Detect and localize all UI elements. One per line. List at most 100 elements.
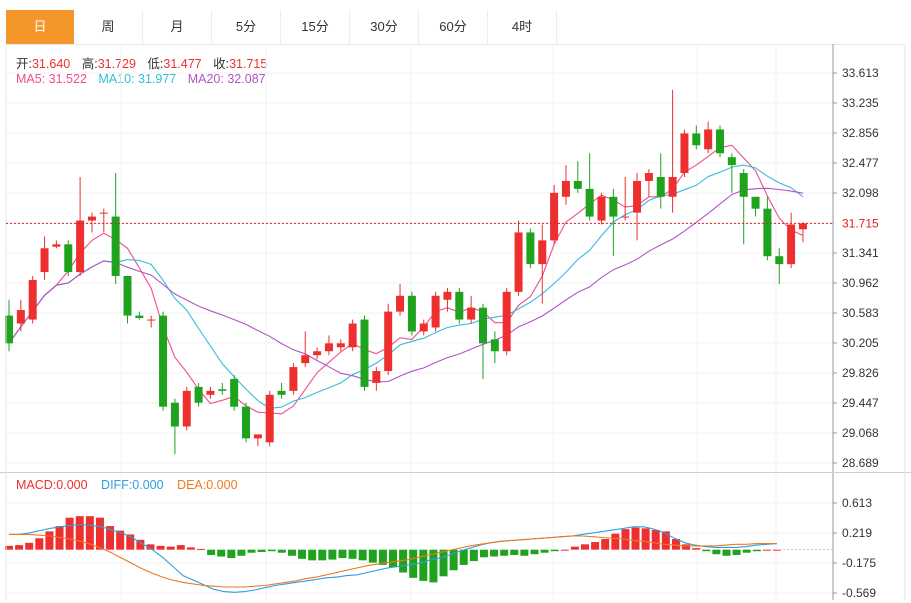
candle bbox=[301, 331, 310, 368]
macd-bar bbox=[267, 549, 276, 552]
tab-5[interactable]: 30分 bbox=[350, 10, 419, 44]
candle-body bbox=[692, 133, 701, 146]
macd-bar bbox=[641, 528, 650, 550]
candle bbox=[123, 275, 132, 324]
candle bbox=[87, 212, 96, 233]
candle bbox=[182, 386, 191, 431]
candle bbox=[52, 240, 61, 249]
macd-bar bbox=[207, 549, 216, 556]
candle-body bbox=[123, 275, 132, 316]
macd-bar bbox=[399, 549, 408, 573]
candle bbox=[242, 402, 250, 443]
candle-body bbox=[170, 402, 179, 427]
tab-0[interactable]: 日 bbox=[6, 10, 74, 44]
macd-bar bbox=[95, 517, 104, 550]
candle-body bbox=[111, 216, 120, 276]
candle-body bbox=[76, 220, 85, 273]
candle bbox=[135, 311, 144, 320]
candle-body bbox=[751, 196, 760, 209]
y-tick-label: 29.826 bbox=[842, 366, 879, 380]
low-readout: 低:31.477 bbox=[147, 57, 202, 71]
candle bbox=[348, 319, 357, 352]
candle bbox=[16, 299, 25, 332]
candle bbox=[787, 212, 796, 269]
macd-bar bbox=[570, 546, 579, 550]
candle bbox=[360, 315, 369, 391]
macd-bar bbox=[136, 539, 145, 550]
macd-bar bbox=[186, 547, 195, 550]
candle-body bbox=[87, 216, 96, 221]
macd-bar bbox=[287, 549, 296, 556]
macd-bar bbox=[318, 549, 327, 561]
macd-y-tick-label: -0.569 bbox=[842, 586, 876, 600]
candle-body bbox=[16, 310, 25, 324]
macd-bar bbox=[692, 548, 701, 550]
tab-4[interactable]: 15分 bbox=[281, 10, 350, 44]
tab-3[interactable]: 5分 bbox=[212, 10, 281, 44]
tab-2[interactable]: 月 bbox=[143, 10, 212, 44]
y-tick-label: 29.447 bbox=[842, 396, 879, 410]
candle bbox=[550, 184, 559, 245]
candle bbox=[573, 161, 582, 193]
candle bbox=[597, 192, 606, 225]
candle bbox=[633, 173, 642, 241]
y-tick-label: 32.856 bbox=[842, 126, 879, 140]
macd-bar bbox=[378, 549, 387, 565]
tab-1[interactable]: 周 bbox=[74, 10, 143, 44]
tab-6[interactable]: 60分 bbox=[419, 10, 488, 44]
macd-bar bbox=[631, 527, 640, 550]
macd-bar bbox=[621, 529, 630, 550]
candle bbox=[372, 367, 381, 391]
candle-body bbox=[159, 315, 168, 407]
macd-bar bbox=[712, 549, 721, 555]
candle-body bbox=[301, 355, 310, 364]
candle-body bbox=[324, 343, 333, 352]
candle bbox=[514, 220, 523, 296]
macd-bar bbox=[581, 544, 589, 550]
candle bbox=[289, 363, 298, 395]
candle bbox=[775, 248, 784, 284]
y-tick-label: 33.235 bbox=[842, 96, 879, 110]
macd-bar bbox=[358, 549, 367, 561]
candle bbox=[656, 153, 665, 209]
open-readout: 开:31.640 bbox=[16, 57, 71, 71]
candle-body bbox=[680, 133, 689, 174]
candle-body bbox=[668, 176, 677, 197]
candle-body bbox=[633, 180, 642, 213]
candle-body bbox=[609, 196, 618, 217]
macd-bar bbox=[601, 539, 610, 550]
candle-body bbox=[372, 371, 381, 383]
macd-bar bbox=[5, 545, 13, 550]
macd-bar bbox=[368, 549, 377, 563]
candle bbox=[40, 236, 49, 280]
candle-body bbox=[704, 129, 713, 150]
macd-bar bbox=[459, 549, 468, 565]
macd-bar bbox=[308, 549, 317, 561]
candle bbox=[621, 176, 630, 221]
candle bbox=[704, 121, 713, 154]
macd-bar bbox=[449, 549, 458, 571]
tab-7[interactable]: 4时 bbox=[488, 10, 557, 44]
macd-bar bbox=[540, 549, 549, 553]
macd-y-tick-label: -0.175 bbox=[842, 556, 876, 570]
macd-bar bbox=[560, 549, 569, 551]
macd-bar bbox=[500, 549, 509, 556]
macd-bar bbox=[247, 549, 256, 553]
macd-bar bbox=[510, 549, 519, 556]
candle bbox=[609, 188, 618, 257]
candle-body bbox=[135, 315, 144, 318]
macd-bar bbox=[65, 517, 74, 550]
candle bbox=[538, 224, 547, 304]
macd-bar bbox=[591, 542, 600, 550]
candle bbox=[502, 287, 511, 356]
y-tick-label: 30.205 bbox=[842, 336, 879, 350]
candle-body bbox=[348, 323, 357, 348]
candle bbox=[763, 196, 772, 261]
candle bbox=[644, 169, 653, 197]
candle-body bbox=[739, 173, 748, 197]
candle-body bbox=[502, 291, 511, 352]
candle-body bbox=[5, 315, 13, 344]
y-tick-label: 33.613 bbox=[842, 66, 879, 80]
candle-body bbox=[253, 434, 262, 439]
